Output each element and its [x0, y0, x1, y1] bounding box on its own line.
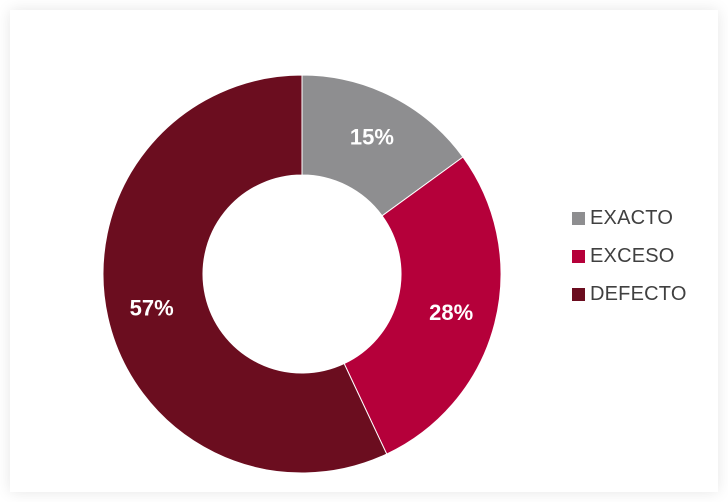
legend-label-exceso: EXCESO — [590, 244, 675, 267]
legend-swatch-exacto — [572, 211, 585, 225]
legend-label-exacto: EXACTO — [590, 206, 674, 229]
legend-item-defecto: DEFECTO — [572, 275, 687, 313]
legend-swatch-exceso — [572, 249, 585, 263]
data-label-defecto: 57% — [130, 295, 174, 320]
donut-data-labels: 15% 28% 57% — [130, 125, 473, 326]
donut-slice-defecto — [102, 74, 388, 474]
legend-item-exacto: EXACTO — [572, 199, 687, 237]
data-label-exacto: 15% — [350, 125, 394, 150]
legend-swatch-defecto — [572, 287, 585, 301]
legend-label-defecto: DEFECTO — [590, 282, 687, 305]
data-label-exceso: 28% — [429, 300, 473, 325]
donut-slices — [102, 74, 502, 474]
legend-item-exceso: EXCESO — [572, 237, 687, 275]
donut-slice-exceso — [343, 156, 502, 455]
legend: EXACTO EXCESO DEFECTO — [572, 199, 687, 313]
